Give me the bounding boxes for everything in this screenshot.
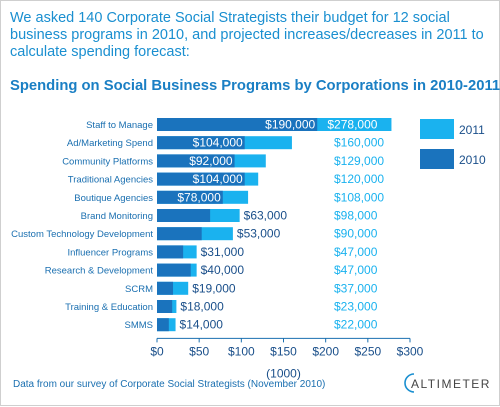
bar-2010 — [157, 209, 211, 222]
bar-2010 — [157, 227, 202, 241]
bar-2010 — [157, 118, 318, 131]
category-label: SMMS — [125, 320, 154, 331]
bar-2010 — [157, 263, 191, 277]
data-label-2010: $14,000 — [180, 318, 224, 332]
data-label-2011: $160,000 — [334, 136, 384, 150]
legend-label-2011: 2011 — [459, 123, 485, 137]
data-label-2011: $120,000 — [334, 172, 384, 186]
legend-label-2010: 2010 — [459, 153, 486, 167]
data-label-2010: $53,000 — [237, 227, 281, 241]
data-label-2010: $190,000 — [265, 118, 315, 132]
bar-2010 — [157, 245, 184, 259]
data-label-2010: $31,000 — [201, 245, 245, 259]
bar-2010 — [157, 281, 174, 295]
data-label-2010: $104,000 — [193, 172, 243, 186]
category-label: Brand Monitoring — [81, 211, 153, 222]
category-label: Research & Development — [45, 266, 154, 277]
data-label-2011: $98,000 — [334, 209, 378, 223]
data-label-2010: $18,000 — [180, 300, 224, 314]
chart-title: Spending on Social Business Programs by … — [10, 78, 500, 94]
data-label-2010: $19,000 — [192, 281, 236, 295]
data-label-2011: $37,000 — [334, 281, 378, 295]
data-label-2011: $47,000 — [334, 263, 378, 277]
data-label-2010: $40,000 — [201, 263, 245, 277]
bar-2010 — [157, 300, 173, 313]
data-label-2011: $129,000 — [334, 154, 384, 168]
altimeter-logo-text: ALTIMETER — [411, 377, 491, 391]
data-label-2010: $78,000 — [177, 190, 221, 204]
data-label-2011: $90,000 — [334, 227, 378, 241]
bar-2010 — [157, 172, 245, 186]
x-axis-label: (1000) — [266, 366, 301, 380]
legend-swatch-2011 — [420, 119, 454, 139]
x-tick-label: $50 — [189, 344, 209, 358]
footer-source-note: Data from our survey of Corporate Social… — [13, 379, 326, 390]
data-label-2011: $278,000 — [327, 118, 377, 132]
altimeter-logo-icon — [404, 373, 415, 393]
x-tick-label: $150 — [270, 344, 297, 358]
category-label: Staff to Manage — [86, 120, 153, 131]
data-label-2010: $104,000 — [193, 136, 243, 150]
category-label: Ad/Marketing Spend — [67, 138, 153, 149]
category-label: SCRM — [125, 284, 153, 295]
category-label: Boutique Agencies — [74, 193, 153, 204]
legend-swatch-2010 — [420, 149, 454, 169]
data-label-2010: $92,000 — [189, 154, 233, 168]
bar-2010 — [157, 136, 245, 150]
data-label-2011: $23,000 — [334, 300, 378, 314]
category-label: Training & Education — [65, 302, 153, 313]
category-label: Community Platforms — [62, 156, 153, 167]
data-label-2011: $47,000 — [334, 245, 378, 259]
intro-text: We asked 140 Corporate Social Strategist… — [10, 10, 484, 60]
category-label: Traditional Agencies — [68, 175, 153, 186]
category-label: Custom Technology Development — [11, 229, 153, 240]
data-label-2010: $63,000 — [244, 209, 288, 223]
x-tick-label: $250 — [354, 344, 381, 358]
x-tick-label: $100 — [228, 344, 255, 358]
category-label: Influencer Programs — [67, 247, 153, 258]
x-tick-label: $0 — [150, 344, 164, 358]
bar-2010 — [157, 318, 169, 332]
data-label-2011: $22,000 — [334, 318, 378, 332]
x-tick-label: $300 — [397, 344, 424, 358]
data-label-2011: $108,000 — [334, 190, 384, 204]
bar-2010 — [157, 190, 223, 204]
bar-2010 — [157, 154, 235, 168]
x-tick-label: $200 — [312, 344, 339, 358]
